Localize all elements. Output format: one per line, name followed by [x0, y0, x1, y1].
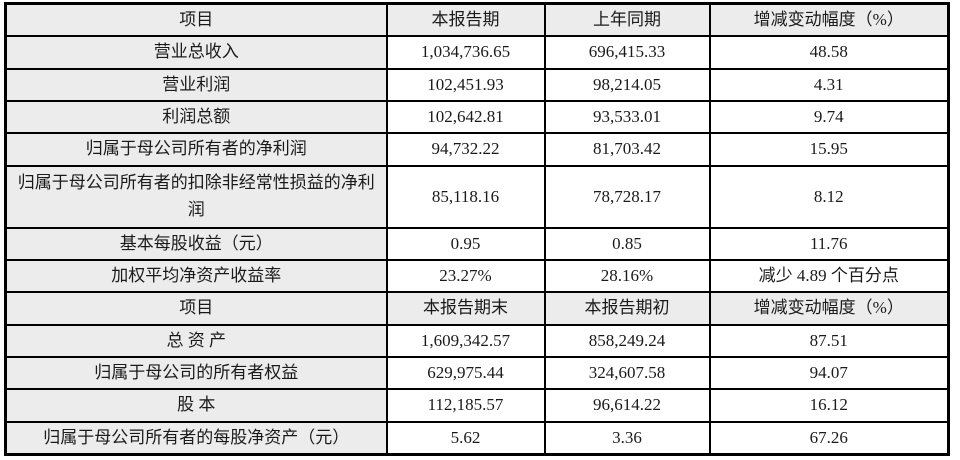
value-cell: 0.85 [543, 226, 711, 262]
item-cell: 归属于母公司的所有者权益 [4, 356, 388, 391]
value-cell: 67.26 [708, 420, 950, 456]
item-cell: 营业利润 [4, 67, 388, 103]
table-row-operating-profit: 营业利润 102,451.93 98,214.05 4.31 [4, 67, 950, 103]
item-cell: 加权平均净资产收益率 [4, 259, 388, 294]
table-row-net-profit-parent: 归属于母公司所有者的净利润 94,732.22 81,703.42 15.95 [4, 132, 950, 167]
header-cell-change-pct: 增减变动幅度（%） [708, 291, 950, 326]
item-cell: 利润总额 [4, 100, 388, 135]
table-row-net-profit-excl-nonrecurring: 归属于母公司所有者的扣除非经常性损益的净利润 85,118.16 78,728.… [4, 164, 950, 229]
value-cell: 4.31 [708, 67, 950, 103]
value-cell: 94,732.22 [385, 132, 546, 167]
header-cell-prior-period: 上年同期 [543, 2, 711, 38]
table-header-row-1: 项目 本报告期 上年同期 增减变动幅度（%） [4, 2, 950, 38]
value-cell: 28.16% [543, 259, 711, 294]
value-cell: 629,975.44 [385, 356, 546, 391]
header-cell-current-period: 本报告期 [385, 2, 546, 38]
value-cell: 3.36 [543, 420, 711, 456]
value-cell: 696,415.33 [543, 35, 711, 70]
value-cell: 85,118.16 [385, 164, 546, 229]
header-cell-item: 项目 [4, 2, 388, 38]
item-cell: 营业总收入 [4, 35, 388, 70]
value-cell: 48.58 [708, 35, 950, 70]
value-cell: 1,609,342.57 [385, 323, 546, 359]
header-cell-change-pct: 增减变动幅度（%） [708, 2, 950, 38]
value-cell: 112,185.57 [385, 388, 546, 423]
table-row-share-capital: 股 本 112,185.57 96,614.22 16.12 [4, 388, 950, 423]
value-cell: 96,614.22 [543, 388, 711, 423]
value-cell: 减少 4.89 个百分点 [708, 259, 950, 294]
value-cell: 5.62 [385, 420, 546, 456]
value-cell: 81,703.42 [543, 132, 711, 167]
value-cell: 1,034,736.65 [385, 35, 546, 70]
value-cell: 16.12 [708, 388, 950, 423]
item-cell: 总 资 产 [4, 323, 388, 359]
header-cell-period-begin: 本报告期初 [543, 291, 711, 326]
value-cell: 102,642.81 [385, 100, 546, 135]
table-row-total-assets: 总 资 产 1,609,342.57 858,249.24 87.51 [4, 323, 950, 359]
item-cell: 归属于母公司所有者的每股净资产（元） [4, 420, 388, 456]
value-cell: 87.51 [708, 323, 950, 359]
table-row-total-revenue: 营业总收入 1,034,736.65 696,415.33 48.58 [4, 35, 950, 70]
value-cell: 9.74 [708, 100, 950, 135]
header-cell-item: 项目 [4, 291, 388, 326]
header-cell-period-end: 本报告期末 [385, 291, 546, 326]
value-cell: 23.27% [385, 259, 546, 294]
table-header-row-2: 项目 本报告期末 本报告期初 增减变动幅度（%） [4, 291, 950, 326]
table-row-equity-parent: 归属于母公司的所有者权益 629,975.44 324,607.58 94.07 [4, 356, 950, 391]
value-cell: 15.95 [708, 132, 950, 167]
item-cell: 基本每股收益（元） [4, 226, 388, 262]
table-row-net-assets-per-share: 归属于母公司所有者的每股净资产（元） 5.62 3.36 67.26 [4, 420, 950, 456]
value-cell: 324,607.58 [543, 356, 711, 391]
table-row-total-profit: 利润总额 102,642.81 93,533.01 9.74 [4, 100, 950, 135]
value-cell: 98,214.05 [543, 67, 711, 103]
value-cell: 11.76 [708, 226, 950, 262]
table-row-basic-eps: 基本每股收益（元） 0.95 0.85 11.76 [4, 226, 950, 262]
value-cell: 0.95 [385, 226, 546, 262]
item-cell: 股 本 [4, 388, 388, 423]
value-cell: 8.12 [708, 164, 950, 229]
value-cell: 78,728.17 [543, 164, 711, 229]
value-cell: 858,249.24 [543, 323, 711, 359]
value-cell: 93,533.01 [543, 100, 711, 135]
item-cell: 归属于母公司所有者的扣除非经常性损益的净利润 [4, 164, 388, 229]
value-cell: 102,451.93 [385, 67, 546, 103]
item-cell: 归属于母公司所有者的净利润 [4, 132, 388, 167]
table-row-weighted-avg-roe: 加权平均净资产收益率 23.27% 28.16% 减少 4.89 个百分点 [4, 259, 950, 294]
financial-summary-table: 项目 本报告期 上年同期 增减变动幅度（%） 营业总收入 1,034,736.6… [4, 2, 950, 457]
value-cell: 94.07 [708, 356, 950, 391]
